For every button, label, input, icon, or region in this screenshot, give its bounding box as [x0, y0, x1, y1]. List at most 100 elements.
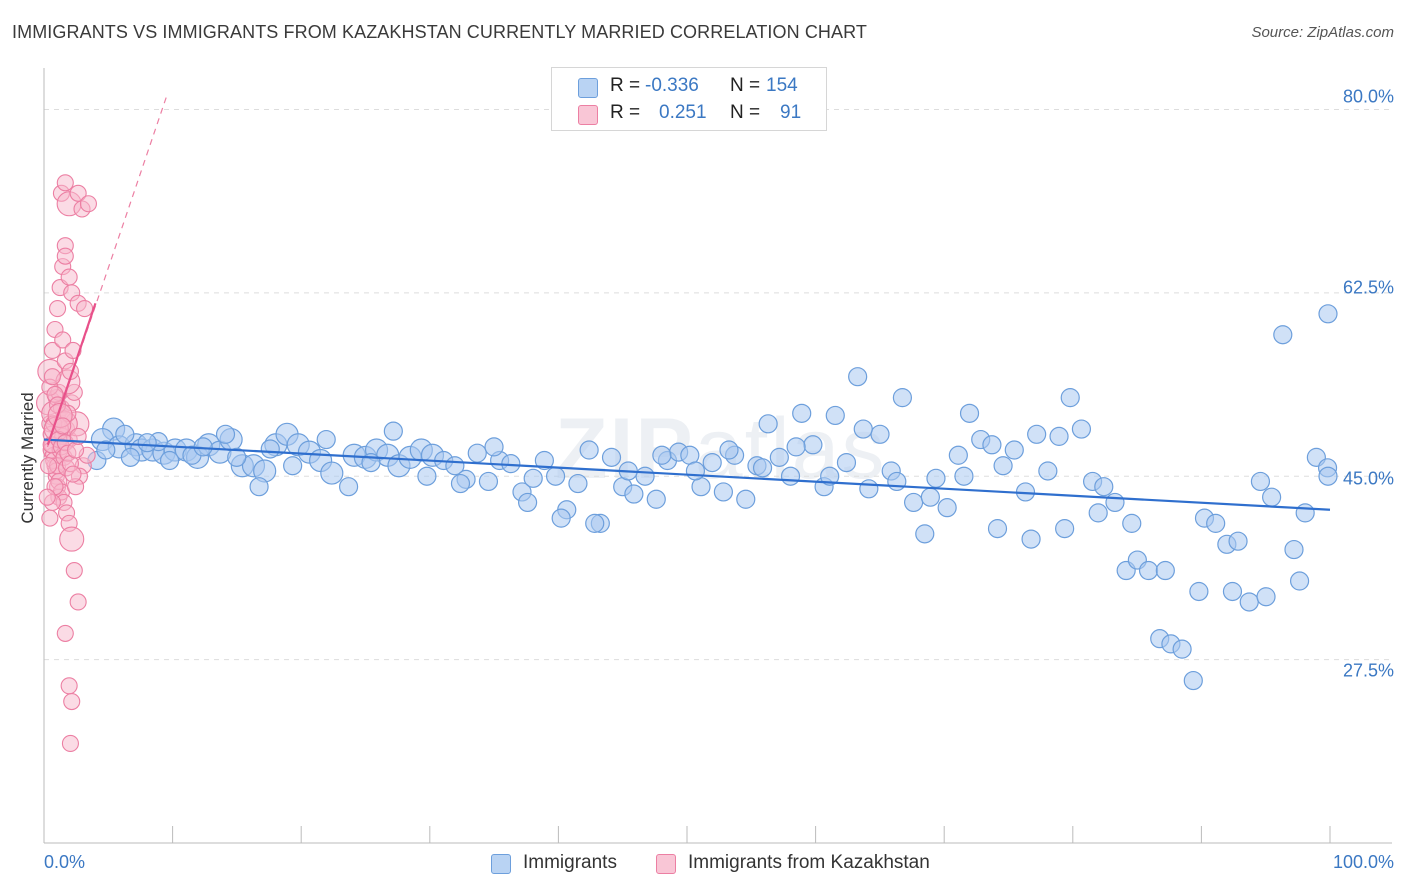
- immigrants-point: [120, 447, 141, 467]
- immigrants-point: [803, 435, 823, 455]
- kazakhstan-point: [60, 677, 78, 695]
- immigrants-point: [215, 424, 236, 444]
- immigrants-point: [1222, 581, 1243, 602]
- immigrants-point: [417, 466, 437, 486]
- immigrants-point: [982, 435, 1002, 455]
- immigrants-point: [1189, 581, 1209, 602]
- immigrants-point: [585, 513, 605, 533]
- immigrants-point: [579, 440, 599, 460]
- kazakhstan-point: [41, 509, 59, 527]
- immigrants-point: [1122, 513, 1142, 533]
- immigrants-point: [1049, 426, 1069, 446]
- kazakhstan-point: [40, 457, 58, 475]
- immigrants-point: [948, 445, 968, 465]
- immigrants-point: [937, 498, 957, 518]
- immigrants-point: [467, 443, 487, 463]
- immigrants-point: [652, 445, 672, 465]
- immigrants-point: [1295, 503, 1315, 523]
- kazakhstan-point: [60, 268, 78, 286]
- kazakhstan-point: [56, 624, 74, 642]
- kazakhstan-point: [49, 299, 67, 318]
- kazakhstan-point: [63, 692, 81, 711]
- stats-legend: R = -0.336 N = 154 R = 0.251 N = 91: [551, 67, 827, 131]
- blue-swatch: [578, 78, 598, 98]
- immigrants-point: [260, 439, 280, 459]
- y-tick-label: 80.0%: [1342, 86, 1394, 107]
- immigrants-point: [859, 479, 879, 499]
- kazakhstan-point: [69, 593, 87, 611]
- immigrants-point: [283, 456, 303, 476]
- immigrants-point: [1060, 388, 1080, 408]
- immigrants-point: [624, 484, 644, 504]
- immigrants-point: [484, 437, 504, 457]
- source-note: Source: ZipAtlas.com: [1251, 24, 1394, 41]
- kazakhstan-point: [64, 341, 82, 360]
- immigrants-point: [1318, 466, 1338, 486]
- immigrants-point: [887, 471, 907, 492]
- immigrants-point: [1038, 461, 1058, 481]
- immigrants-point: [227, 447, 247, 467]
- kazakhstan-point: [59, 526, 85, 552]
- immigrants-point: [1088, 503, 1108, 523]
- immigrants-point: [1318, 304, 1338, 324]
- immigrants-point: [1206, 513, 1226, 533]
- kazakhstan-point: [56, 247, 74, 265]
- immigrants-point: [820, 466, 840, 486]
- immigrants-point: [903, 492, 924, 513]
- immigrants-point: [987, 519, 1008, 539]
- immigrants-point: [137, 433, 157, 453]
- immigrants-point: [758, 414, 778, 434]
- immigrants-point: [601, 447, 622, 467]
- immigrants-point: [870, 424, 890, 444]
- immigrants-point: [96, 440, 116, 460]
- immigrants-point: [534, 450, 554, 471]
- kazakhstan-point: [64, 465, 82, 483]
- kazakhstan-point: [56, 174, 74, 192]
- immigrants-point: [853, 419, 873, 439]
- pink-swatch: [656, 854, 676, 874]
- kazakhstan-trend-line: [46, 302, 97, 446]
- immigrants-point: [848, 367, 868, 387]
- immigrants-point: [316, 429, 336, 450]
- immigrants-point: [249, 477, 269, 497]
- immigrants-point: [1055, 519, 1075, 539]
- immigrants-point: [635, 466, 655, 486]
- immigrants-point: [892, 388, 913, 408]
- immigrants-point: [551, 508, 571, 528]
- immigrants-point: [1027, 424, 1047, 444]
- immigrants-point: [792, 403, 812, 423]
- immigrants-point: [752, 458, 773, 478]
- immigrants-point: [1284, 539, 1304, 560]
- blue-swatch: [491, 854, 511, 874]
- immigrants-point: [320, 461, 344, 485]
- immigrants-point: [1289, 571, 1310, 591]
- immigrants-point: [1228, 531, 1248, 551]
- immigrants-point: [518, 492, 538, 513]
- immigrants-point: [1262, 487, 1282, 507]
- immigrants-point: [954, 466, 974, 486]
- immigrants-trend-line: [43, 438, 1331, 511]
- chart-title: IMMIGRANTS VS IMMIGRANTS FROM KAZAKHSTAN…: [12, 22, 867, 42]
- y-tick-label: 45.0%: [1342, 468, 1394, 489]
- immigrants-point: [1256, 587, 1276, 607]
- immigrants-point: [1004, 440, 1024, 460]
- immigrants-point: [786, 437, 806, 457]
- kazakhstan-point: [65, 561, 83, 580]
- immigrants-point: [478, 471, 499, 492]
- immigrants-point: [1071, 419, 1092, 439]
- immigrants-point: [780, 466, 801, 486]
- x-tick-label: 0.0%: [44, 852, 86, 872]
- kazakhstan-point: [43, 368, 61, 386]
- immigrants-point: [523, 468, 543, 488]
- immigrants-point: [1172, 639, 1192, 659]
- immigrants-point: [568, 473, 588, 494]
- immigrants-point: [646, 489, 666, 509]
- immigrants-point: [1021, 529, 1041, 549]
- immigrants-point: [545, 466, 566, 486]
- immigrants-point: [1250, 471, 1271, 492]
- kazakhstan-point: [76, 299, 94, 318]
- immigrants-point: [1155, 560, 1175, 581]
- immigrants-point: [1273, 325, 1293, 345]
- immigrants-point: [825, 405, 845, 426]
